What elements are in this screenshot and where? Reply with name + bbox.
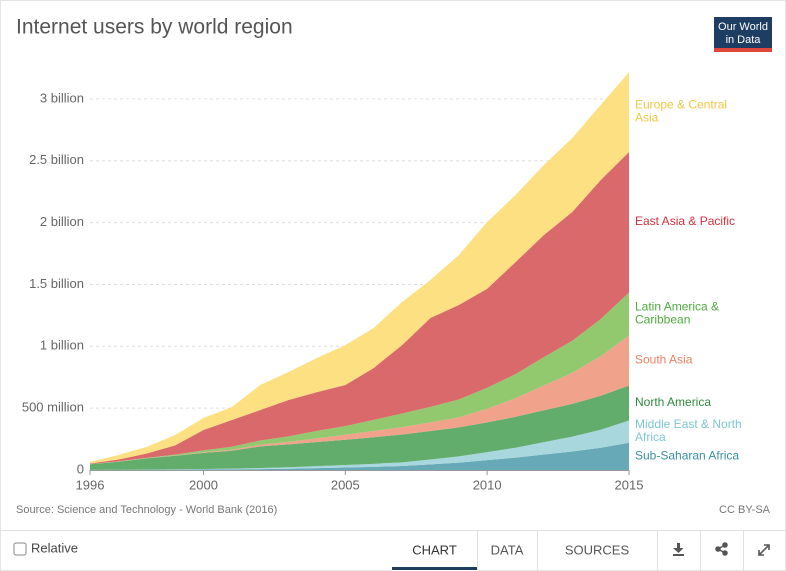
area — [90, 335, 629, 465]
source: Source: Science and Technology - World B… — [16, 504, 277, 516]
expand-icon[interactable] — [758, 544, 770, 556]
area — [90, 151, 629, 465]
series-label: East Asia & Pacific — [635, 214, 735, 228]
series-label: North America — [635, 395, 711, 409]
tab-label[interactable]: CHART — [412, 542, 457, 557]
download-icon[interactable] — [673, 543, 684, 556]
y-tick-label: 2 billion — [40, 214, 84, 229]
plot: 0 500 million 1 billion 1.5 billion 2 billio… — [22, 72, 742, 492]
tab-label[interactable]: SOURCES — [565, 542, 630, 557]
series-label: Middle East & North Africa — [635, 417, 742, 444]
series-label: Latin America & Caribbean — [635, 300, 719, 327]
series-label: South Asia — [635, 353, 693, 367]
area — [90, 292, 629, 465]
share-icon[interactable] — [715, 542, 728, 556]
license: CC BY-SA — [719, 504, 771, 516]
tabs: CHART DATA SOURCES — [392, 531, 770, 571]
relative-checkbox[interactable] — [13, 542, 27, 556]
x-tick-label: 2000 — [189, 477, 218, 492]
chart-title: Internet users by world region — [16, 16, 293, 39]
logo-stripe — [714, 48, 772, 52]
series-label: Europe & Central Asia — [635, 98, 727, 125]
logo-text: Our World — [718, 21, 768, 33]
x-tick-label: 2015 — [615, 477, 644, 492]
y-tick-label: 1.5 billion — [29, 276, 84, 291]
area — [90, 442, 629, 470]
y-tick-label: 2.5 billion — [29, 152, 84, 167]
x-tick-label: 1996 — [76, 477, 105, 492]
x-tick-label: 2010 — [473, 477, 502, 492]
logo-text: in Data — [726, 34, 762, 46]
y-tick-label: 3 billion — [40, 90, 84, 105]
y-tick-label: 500 million — [22, 400, 84, 415]
logo — [714, 17, 772, 51]
tab[interactable] — [392, 531, 477, 571]
x-tick-label: 2005 — [331, 477, 360, 492]
y-tick-label: 0 — [77, 461, 84, 476]
area — [90, 420, 629, 470]
y-tick-label: 1 billion — [40, 338, 84, 353]
tab-label[interactable]: DATA — [491, 542, 524, 557]
area — [90, 385, 629, 470]
relative-label[interactable]: Relative — [31, 540, 78, 555]
series-label: Sub-Saharan Africa — [635, 449, 739, 463]
